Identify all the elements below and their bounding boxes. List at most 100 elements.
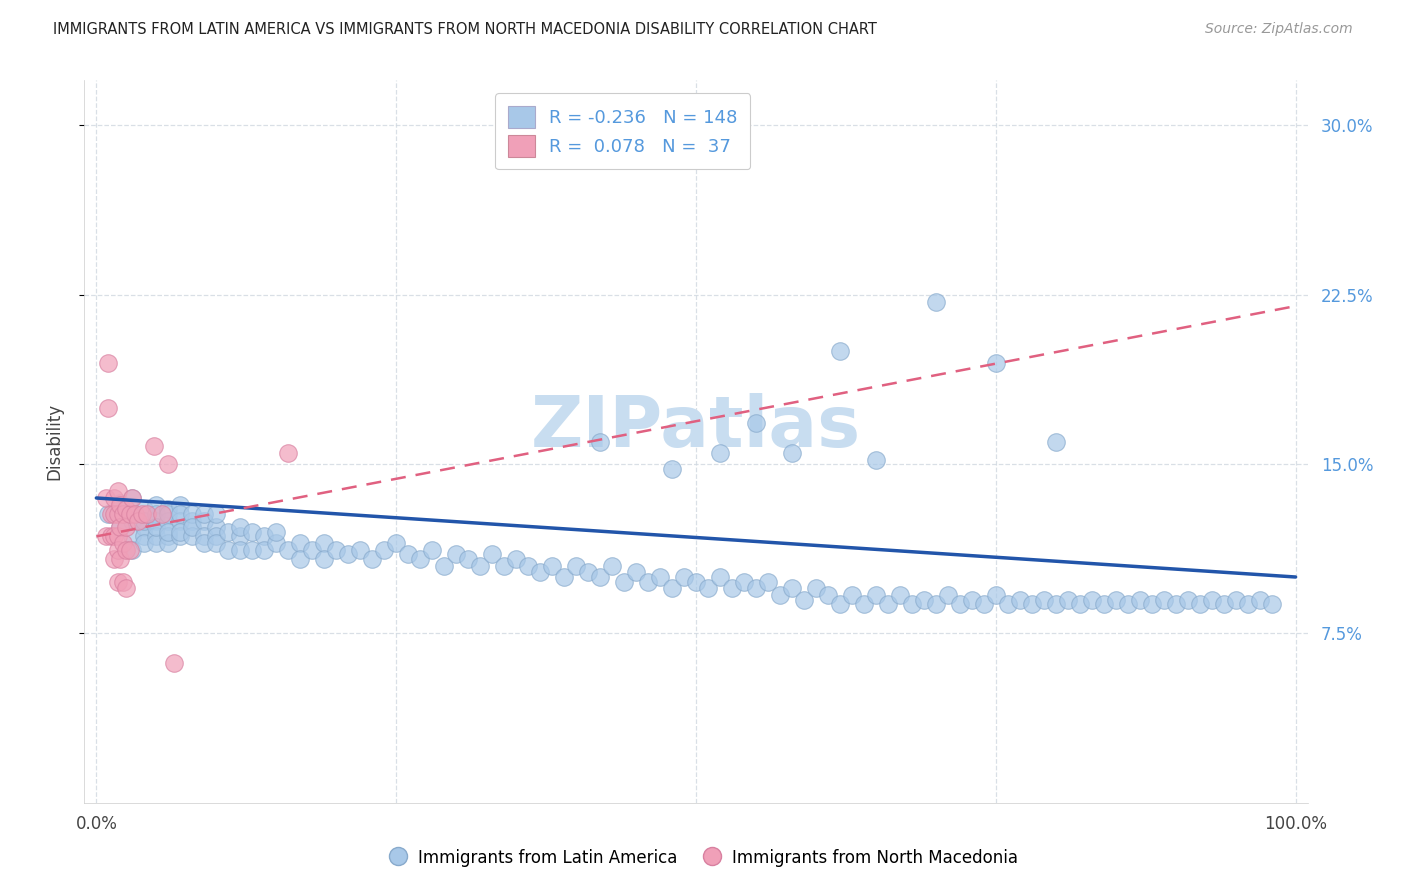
Point — [925, 597, 948, 611]
Point — [277, 542, 299, 557]
Point — [134, 514, 156, 528]
Point — [960, 592, 983, 607]
Point — [444, 548, 467, 562]
Point — [1116, 597, 1139, 611]
Point — [733, 574, 755, 589]
Point — [1140, 597, 1163, 611]
Legend: R = -0.236   N = 148, R =  0.078   N =  37: R = -0.236 N = 148, R = 0.078 N = 37 — [495, 93, 751, 169]
Point — [115, 520, 138, 534]
Point — [661, 461, 683, 475]
Point — [107, 529, 129, 543]
Point — [481, 548, 503, 562]
Point — [565, 558, 588, 573]
Point — [529, 566, 551, 580]
Point — [229, 520, 252, 534]
Point — [804, 582, 827, 596]
Point — [121, 507, 143, 521]
Point — [997, 597, 1019, 611]
Point — [169, 498, 191, 512]
Point — [420, 542, 443, 557]
Point — [793, 592, 815, 607]
Point — [118, 507, 141, 521]
Point — [517, 558, 540, 573]
Point — [145, 520, 167, 534]
Point — [110, 495, 132, 509]
Point — [1260, 597, 1282, 611]
Point — [1045, 597, 1067, 611]
Point — [205, 507, 228, 521]
Point — [121, 542, 143, 557]
Point — [290, 552, 312, 566]
Point — [127, 514, 149, 528]
Point — [97, 355, 120, 369]
Point — [115, 502, 138, 516]
Text: IMMIGRANTS FROM LATIN AMERICA VS IMMIGRANTS FROM NORTH MACEDONIA DISABILITY CORR: IMMIGRANTS FROM LATIN AMERICA VS IMMIGRA… — [53, 22, 877, 37]
Point — [828, 344, 851, 359]
Point — [541, 558, 564, 573]
Point — [229, 529, 252, 543]
Point — [193, 507, 215, 521]
Point — [1164, 597, 1187, 611]
Point — [624, 566, 647, 580]
Point — [150, 507, 173, 521]
Point — [1105, 592, 1128, 607]
Point — [876, 597, 898, 611]
Point — [780, 582, 803, 596]
Point — [949, 597, 972, 611]
Point — [103, 507, 125, 521]
Point — [94, 491, 117, 505]
Point — [264, 524, 287, 539]
Point — [142, 439, 165, 453]
Point — [637, 574, 659, 589]
Point — [828, 597, 851, 611]
Point — [107, 574, 129, 589]
Point — [325, 542, 347, 557]
Point — [157, 514, 180, 528]
Point — [1249, 592, 1271, 607]
Point — [157, 502, 180, 516]
Point — [685, 574, 707, 589]
Point — [107, 484, 129, 499]
Point — [100, 529, 122, 543]
Point — [157, 507, 180, 521]
Point — [494, 558, 516, 573]
Point — [111, 574, 134, 589]
Point — [121, 529, 143, 543]
Point — [169, 507, 191, 521]
Point — [984, 588, 1007, 602]
Point — [134, 529, 156, 543]
Point — [169, 529, 191, 543]
Text: Source: ZipAtlas.com: Source: ZipAtlas.com — [1205, 22, 1353, 37]
Point — [745, 582, 768, 596]
Point — [135, 507, 157, 521]
Point — [756, 574, 779, 589]
Point — [157, 457, 180, 471]
Point — [314, 536, 336, 550]
Point — [1092, 597, 1115, 611]
Point — [1225, 592, 1247, 607]
Point — [110, 552, 132, 566]
Point — [94, 529, 117, 543]
Y-axis label: Disability: Disability — [45, 403, 63, 480]
Point — [110, 520, 132, 534]
Point — [121, 514, 143, 528]
Point — [264, 536, 287, 550]
Point — [361, 552, 384, 566]
Point — [709, 570, 731, 584]
Point — [110, 520, 132, 534]
Point — [205, 520, 228, 534]
Point — [912, 592, 935, 607]
Point — [505, 552, 527, 566]
Point — [1129, 592, 1152, 607]
Point — [115, 582, 138, 596]
Point — [134, 520, 156, 534]
Point — [709, 446, 731, 460]
Point — [409, 552, 432, 566]
Legend: Immigrants from Latin America, Immigrants from North Macedonia: Immigrants from Latin America, Immigrant… — [381, 841, 1025, 875]
Point — [589, 434, 612, 449]
Point — [1056, 592, 1078, 607]
Point — [1045, 434, 1067, 449]
Point — [314, 552, 336, 566]
Point — [253, 529, 276, 543]
Point — [1188, 597, 1211, 611]
